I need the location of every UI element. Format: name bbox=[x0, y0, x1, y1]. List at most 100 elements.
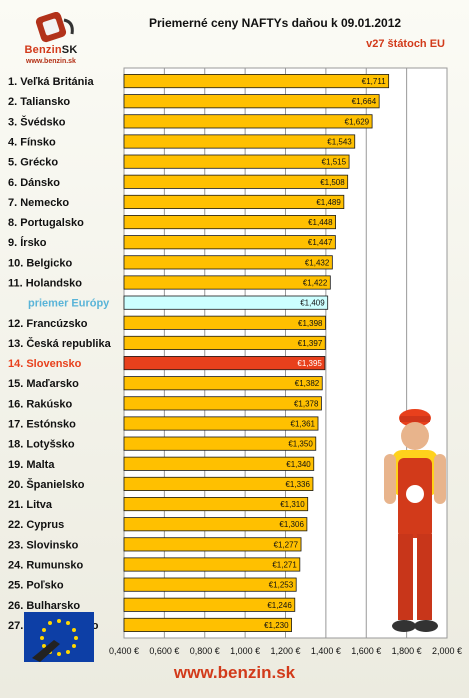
bar-value-label: €1,398 bbox=[298, 319, 323, 328]
chart-subtitle: v27 štátoch EU bbox=[366, 38, 445, 50]
bar bbox=[123, 497, 309, 512]
category-label: 11. Holandsko bbox=[8, 278, 82, 290]
category-label: 16. Rakúsko bbox=[8, 398, 72, 410]
bar bbox=[123, 255, 333, 270]
bar bbox=[123, 577, 297, 592]
bar-value-label: €1,378 bbox=[294, 399, 319, 408]
bar-value-label: €1,397 bbox=[298, 339, 323, 348]
bar-value-label: €1,382 bbox=[295, 379, 320, 388]
category-label: 14. Slovensko bbox=[8, 358, 82, 370]
bar bbox=[123, 74, 390, 89]
bar-value-label: €1,340 bbox=[286, 460, 311, 469]
bar bbox=[123, 154, 350, 169]
bar bbox=[123, 376, 323, 391]
bar-value-label: €1,448 bbox=[308, 218, 333, 227]
bar-value-label: €1,664 bbox=[352, 97, 377, 106]
bar-value-label: €1,422 bbox=[303, 279, 328, 288]
bar-value-label: €1,432 bbox=[305, 258, 330, 267]
category-label: 21. Litva bbox=[8, 499, 53, 511]
bar-value-label: €1,350 bbox=[288, 440, 313, 449]
bar-value-label: €1,271 bbox=[272, 561, 297, 570]
bar-value-label: €1,489 bbox=[316, 198, 341, 207]
bar bbox=[123, 537, 302, 552]
category-label: 10. Belgicko bbox=[8, 257, 72, 269]
bar-value-label: €1,395 bbox=[297, 359, 322, 368]
category-label: priemer Európy bbox=[28, 298, 110, 310]
category-label: 2. Taliansko bbox=[8, 96, 70, 108]
category-label: 23. Slovinsko bbox=[8, 539, 79, 551]
category-label: 17. Estónsko bbox=[8, 419, 76, 431]
footer-url: www.benzin.sk bbox=[173, 663, 296, 682]
category-label: 26. Bulharsko bbox=[8, 600, 80, 612]
category-label: 3. Švédsko bbox=[8, 115, 66, 128]
bar-value-label: €1,277 bbox=[274, 540, 299, 549]
bar bbox=[123, 396, 322, 411]
category-label: 7. Nemecko bbox=[8, 197, 69, 209]
logo-url: www.benzin.sk bbox=[26, 58, 76, 65]
category-label: 22. Cyprus bbox=[8, 519, 64, 531]
bar-value-label: €1,310 bbox=[280, 500, 305, 509]
bar bbox=[123, 194, 345, 209]
bar bbox=[123, 416, 319, 431]
bar bbox=[123, 295, 329, 310]
logo-wordmark: BenzinSK bbox=[14, 44, 88, 56]
eu-flag-icon bbox=[24, 612, 94, 662]
x-tick-label: 0,600 € bbox=[149, 646, 179, 656]
chart-title: Priemerné ceny NAFTYs daňou k 09.01.2012 bbox=[148, 16, 402, 30]
x-tick-label: 2,000 € bbox=[432, 646, 462, 656]
x-tick-label: 0,400 € bbox=[109, 646, 139, 656]
x-tick-label: 1,000 € bbox=[230, 646, 260, 656]
bar-value-label: €1,629 bbox=[345, 117, 370, 126]
bar-value-label: €1,336 bbox=[285, 480, 310, 489]
bar bbox=[123, 597, 296, 612]
category-label: 25. Poľsko bbox=[8, 580, 64, 592]
category-label: 12. Francúzsko bbox=[8, 318, 88, 330]
bar-value-label: €1,508 bbox=[320, 178, 345, 187]
bar bbox=[123, 436, 317, 451]
bar-value-label: €1,306 bbox=[279, 520, 304, 529]
bar bbox=[123, 315, 326, 330]
bar bbox=[123, 356, 326, 371]
bar-value-label: €1,246 bbox=[267, 601, 292, 610]
bar bbox=[123, 557, 301, 572]
category-label: 19. Malta bbox=[8, 459, 55, 471]
bar bbox=[123, 114, 373, 129]
category-label: 1. Veľká Británia bbox=[8, 76, 94, 88]
category-label: 6. Dánsko bbox=[8, 177, 60, 189]
bar-value-label: €1,361 bbox=[291, 420, 316, 429]
category-label: 8. Portugalsko bbox=[8, 217, 84, 229]
bar bbox=[123, 335, 326, 350]
bar-value-label: €1,253 bbox=[269, 581, 294, 590]
bar bbox=[123, 235, 336, 250]
bar bbox=[123, 476, 314, 491]
bar bbox=[123, 456, 315, 471]
bar-value-label: €1,515 bbox=[322, 158, 347, 167]
bar bbox=[123, 617, 292, 632]
category-label: 4. Fínsko bbox=[8, 137, 56, 149]
bar-value-label: €1,409 bbox=[300, 299, 325, 308]
bar-value-label: €1,230 bbox=[264, 621, 289, 630]
category-label: 18. Lotyšsko bbox=[8, 439, 75, 451]
bar bbox=[123, 174, 349, 189]
bar bbox=[123, 215, 336, 230]
x-tick-label: 1,200 € bbox=[270, 646, 300, 656]
bar-value-label: €1,543 bbox=[327, 138, 352, 147]
category-label: 20. Španielsko bbox=[8, 478, 85, 491]
bar bbox=[123, 275, 331, 290]
mechanic-mascot-icon bbox=[384, 409, 446, 632]
category-label: 15. Maďarsko bbox=[8, 378, 79, 390]
category-label: 24. Rumunsko bbox=[8, 560, 83, 572]
bar-value-label: €1,711 bbox=[362, 77, 386, 86]
category-label: 13. Česká republika bbox=[8, 337, 112, 350]
logo-brand-suffix: SK bbox=[61, 44, 78, 56]
category-label: 9. Írsko bbox=[8, 236, 47, 249]
bar bbox=[123, 517, 308, 532]
bar bbox=[123, 94, 380, 109]
category-label: 5. Grécko bbox=[8, 157, 58, 169]
logo-brand: Benzin bbox=[24, 44, 62, 56]
benzin-logo: BenzinSK www.benzin.sk bbox=[14, 11, 88, 68]
x-tick-label: 1,800 € bbox=[392, 646, 422, 656]
bar-value-label: €1,447 bbox=[308, 238, 333, 247]
